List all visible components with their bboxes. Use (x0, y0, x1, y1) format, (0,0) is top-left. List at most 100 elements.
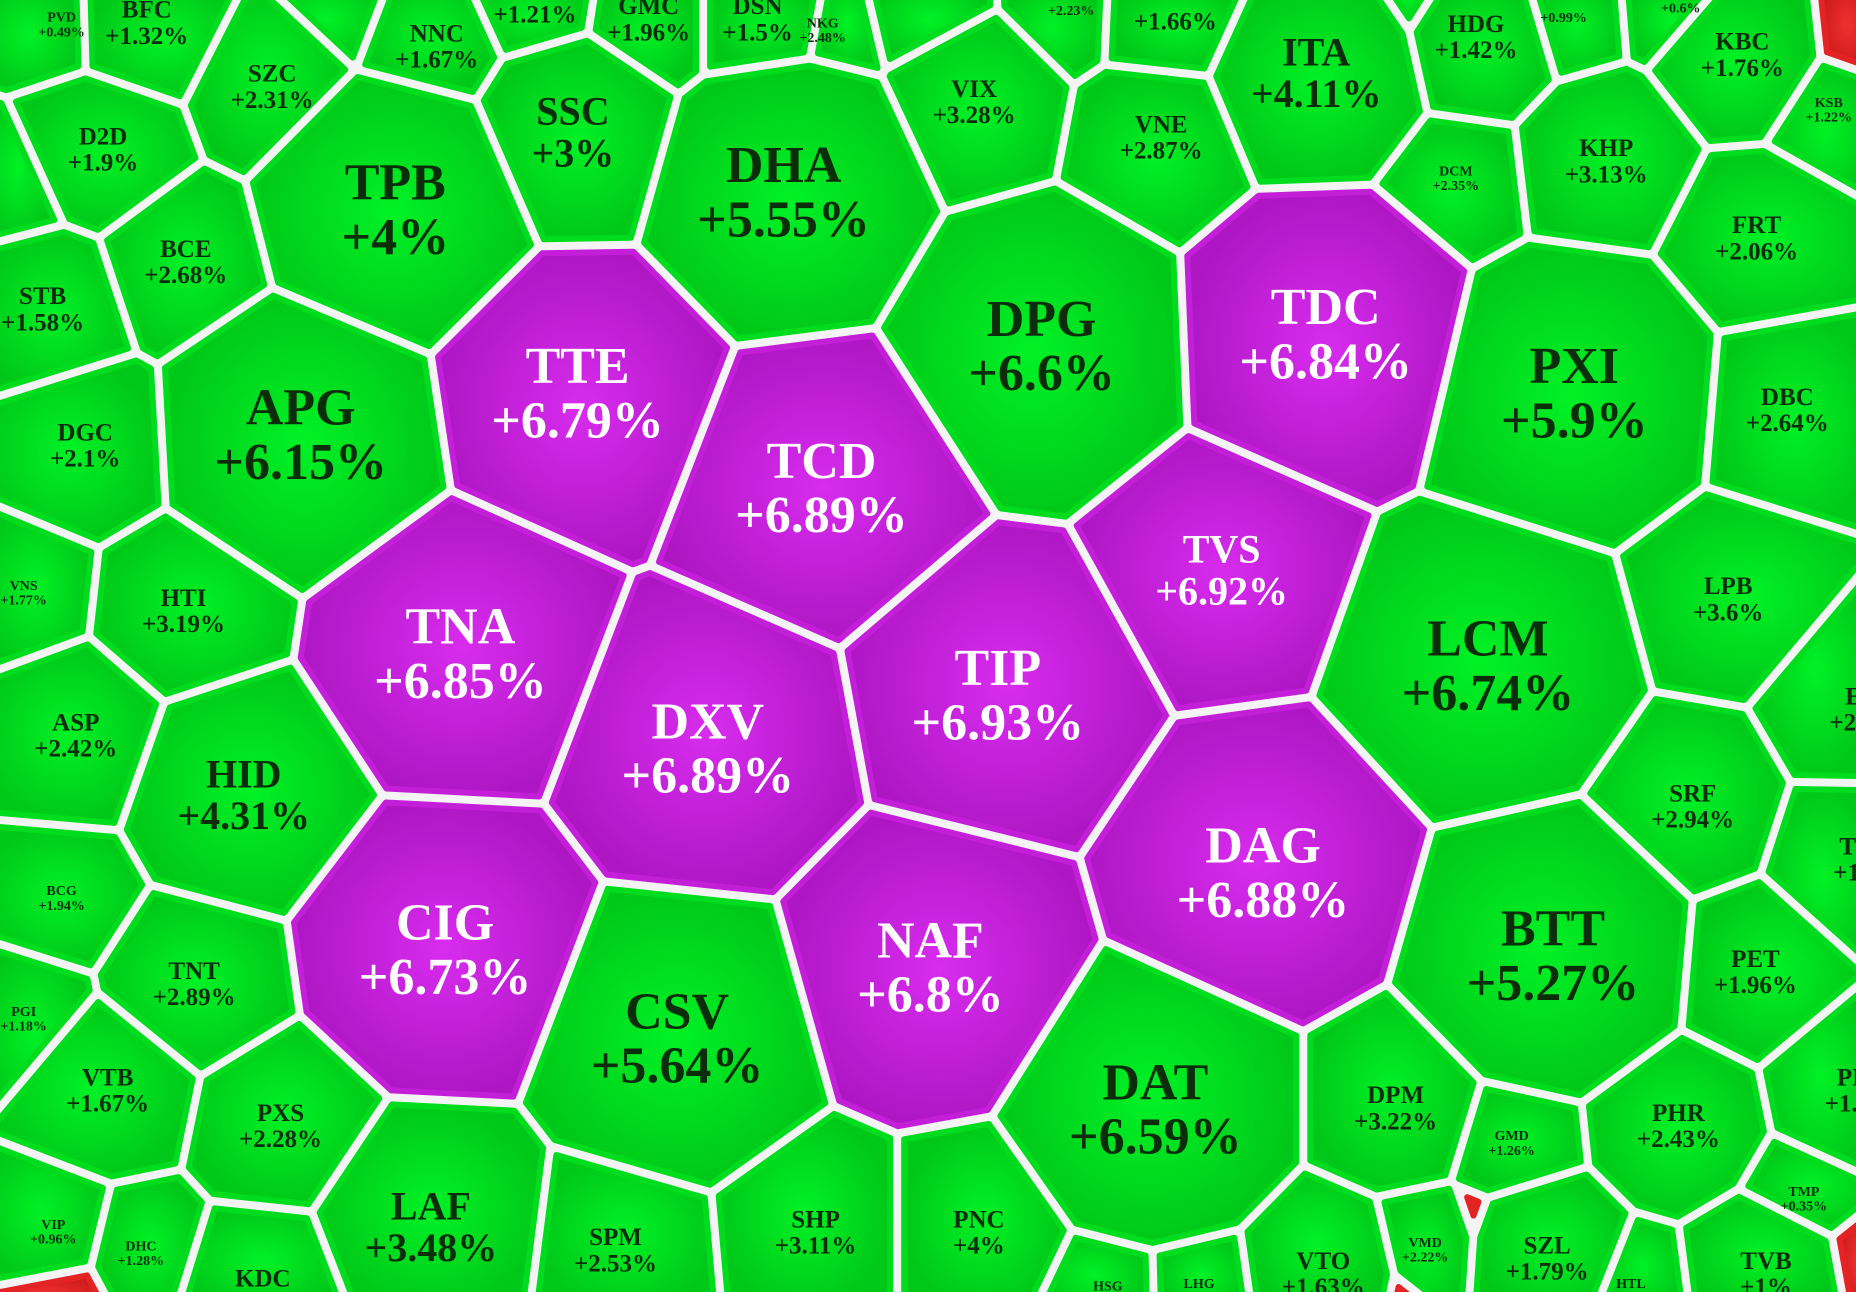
cell-tcd[interactable] (656, 332, 991, 644)
cell-dsn[interactable] (707, 0, 817, 70)
cell-nkg[interactable] (814, 0, 881, 71)
cell-khp[interactable] (1519, 65, 1702, 251)
cell-cig[interactable] (291, 799, 599, 1100)
cell-vtb[interactable] (0, 999, 196, 1180)
cell-lcm[interactable] (1316, 495, 1648, 823)
cell-tnt[interactable] (97, 890, 296, 1071)
cell-hti[interactable] (93, 513, 298, 697)
cell-dha[interactable] (641, 62, 941, 342)
cell-nnc[interactable] (362, 0, 498, 95)
cell-dat[interactable] (997, 946, 1300, 1246)
cell-tpb[interactable] (249, 74, 534, 350)
cell-btt[interactable] (1392, 798, 1689, 1099)
cell-vmd[interactable] (1381, 1185, 1470, 1292)
change-label: +3.28% (933, 102, 1016, 129)
ticker-label: CIG (396, 895, 494, 952)
cell-vto[interactable] (1244, 1170, 1390, 1292)
ticker-label: EI (1845, 683, 1856, 710)
change-label: +3.11% (775, 1233, 857, 1260)
cell[interactable] (1836, 1210, 1856, 1292)
cell-vns[interactable] (0, 506, 95, 669)
ticker-label: KBC (1715, 29, 1769, 56)
cell[interactable] (1383, 0, 1434, 22)
cell-vix[interactable] (886, 14, 1070, 207)
cell-pxs[interactable] (185, 1021, 383, 1208)
cell-htl[interactable] (1602, 1217, 1684, 1292)
cell-ei[interactable] (1752, 566, 1856, 779)
cell-csv[interactable] (522, 885, 829, 1188)
cell-dgc[interactable] (0, 357, 162, 543)
cell-hid[interactable] (123, 664, 377, 916)
cell-pnc[interactable] (901, 1120, 1067, 1292)
cell[interactable] (871, 0, 994, 62)
cell-pvd[interactable] (0, 0, 82, 94)
cell-hdg[interactable] (1413, 0, 1552, 121)
cell-dpm[interactable] (1307, 990, 1477, 1193)
cell-vne[interactable] (1060, 68, 1251, 248)
change-label: +5.9% (1501, 393, 1648, 450)
cell-spm[interactable] (535, 1152, 717, 1292)
cell-lpb[interactable] (1620, 491, 1856, 703)
cell-ssc[interactable] (480, 37, 674, 243)
cell-tl[interactable] (1765, 786, 1856, 967)
cell-srf[interactable] (1587, 696, 1786, 895)
cell-stb[interactable] (0, 229, 132, 395)
cell-laf[interactable] (316, 1101, 547, 1292)
cell-bce[interactable] (104, 165, 268, 360)
cell-kbc[interactable] (1652, 0, 1817, 144)
cell[interactable] (1464, 1194, 1482, 1219)
cell[interactable] (1534, 0, 1623, 76)
cell-vip[interactable] (0, 1141, 106, 1282)
cell[interactable] (1108, 0, 1245, 72)
cell-dpg[interactable] (881, 185, 1184, 520)
cell-dcm[interactable] (1379, 117, 1524, 264)
cell-asp[interactable] (0, 641, 160, 826)
cell-tvb[interactable] (1683, 1193, 1838, 1292)
cell-szc[interactable] (187, 0, 349, 176)
cell-kdc[interactable] (183, 1205, 344, 1292)
cell-dag[interactable] (1084, 701, 1428, 1027)
cell[interactable] (1001, 0, 1104, 79)
cell-pet[interactable] (1685, 879, 1856, 1063)
cell-gmc[interactable] (592, 0, 700, 89)
cell[interactable] (474, 0, 590, 53)
cell[interactable] (1625, 0, 1715, 65)
cell-tna[interactable] (297, 495, 627, 800)
cell-szl[interactable] (1473, 1171, 1629, 1292)
cell-pxi[interactable] (1424, 241, 1714, 549)
change-label: +1.58% (1, 309, 84, 336)
cell-bfc[interactable] (87, 0, 239, 100)
cell-tte[interactable] (435, 248, 731, 568)
cell-dxv[interactable] (548, 570, 865, 896)
cell-tvs[interactable] (1073, 433, 1372, 712)
cell-d2d[interactable] (13, 75, 199, 233)
cell-shp[interactable] (715, 1110, 894, 1292)
cell-pn[interactable] (1762, 981, 1856, 1173)
cell-hsg[interactable] (1040, 1234, 1150, 1292)
change-label: +6.15% (214, 434, 387, 491)
cell-ksb[interactable] (1771, 62, 1856, 199)
cell-dbc[interactable] (1709, 311, 1856, 533)
change-label: +2.28% (239, 1126, 322, 1153)
cell[interactable] (270, 0, 382, 61)
cell-naf[interactable] (780, 809, 1099, 1130)
cell[interactable] (1818, 0, 1856, 69)
cell-tip[interactable] (844, 519, 1170, 853)
change-label: +6.73% (359, 949, 532, 1006)
cell[interactable] (1393, 1284, 1430, 1292)
cell-lhg[interactable] (1156, 1234, 1246, 1292)
cell-bcg[interactable] (0, 823, 146, 969)
cell-frt[interactable] (1657, 148, 1856, 328)
cell-pgi[interactable] (0, 945, 93, 1120)
cell-tdc[interactable] (1184, 188, 1468, 507)
cell-tmp[interactable] (1745, 1138, 1856, 1231)
cell-phr[interactable] (1586, 1034, 1767, 1220)
cell[interactable] (0, 97, 58, 240)
ticker-label: DGC (57, 419, 113, 446)
cell-dhc[interactable] (95, 1174, 205, 1292)
cell-apg[interactable] (162, 292, 447, 593)
cell-ita[interactable] (1213, 0, 1423, 185)
cell[interactable] (0, 1272, 107, 1292)
cell-gmd[interactable] (1455, 1086, 1584, 1194)
